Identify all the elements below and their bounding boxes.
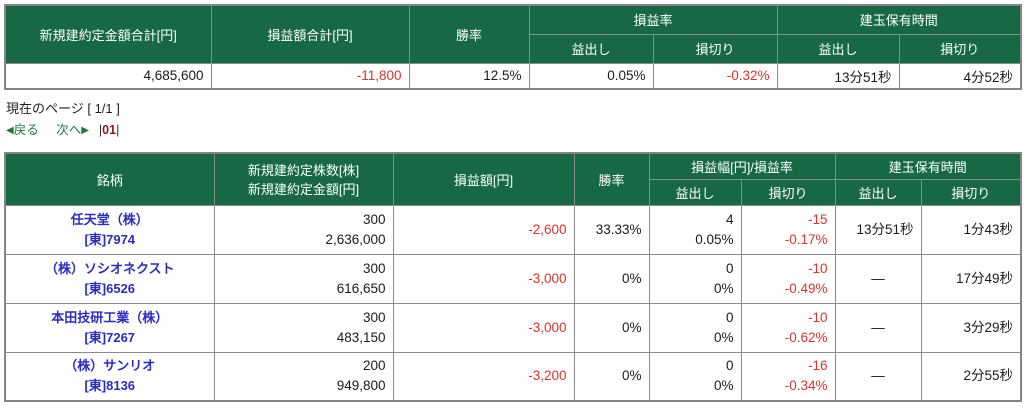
symbol-code-link: [東]7974 — [84, 231, 136, 247]
cell-loss-width-rate: -10 -0.49% — [740, 253, 836, 304]
cell-shares-amount: 300 483,150 — [213, 302, 394, 353]
symbol-code-link: [東]7267 — [84, 329, 136, 345]
cell-profit-width-rate: 0 0% — [648, 302, 742, 353]
header-detail-loss-cut: 損切り — [740, 178, 836, 206]
header-holding-time-group: 建玉保有時間 — [776, 4, 1022, 35]
summary-table: 新規建約定金額合計[円] 損益額合計[円] 勝率 損益率 建玉保有時間 益出し … — [4, 4, 1023, 90]
page-number[interactable]: 01 — [102, 123, 117, 137]
cell-shares-amount: 300 616,650 — [213, 253, 394, 304]
symbol-code-link: [東]6526 — [84, 280, 136, 296]
cell-symbol[interactable]: 任天堂（株） [東]7974 — [4, 204, 215, 255]
header-symbol: 銘柄 — [4, 152, 215, 206]
header-detail-time-profit: 益出し — [834, 178, 922, 206]
value-pl-rate-loss: -0.32% — [652, 62, 778, 90]
cell-time-profit: ― — [834, 351, 922, 402]
cell-time-profit: ― — [834, 253, 922, 304]
symbol-name-link: 任天堂（株） — [70, 211, 149, 227]
page-pipe-right: | — [116, 123, 120, 137]
cell-symbol[interactable]: （株）ソシオネクスト [東]6526 — [4, 253, 215, 304]
cell-shares-amount: 300 2,636,000 — [213, 204, 394, 255]
value-pl-rate-profit: 0.05% — [528, 62, 654, 90]
header-pl-amount: 損益額[円] — [392, 152, 575, 206]
cell-loss-width-rate: -15 -0.17% — [740, 204, 836, 255]
pagination-nav: ◀戻る 次へ▶ |01| — [6, 119, 1020, 137]
cell-pl: -3,000 — [392, 302, 575, 353]
cell-win-rate: 0% — [573, 302, 650, 353]
symbol-code-link: [東]8136 — [84, 378, 136, 394]
table-row: （株）ソシオネクスト [東]6526 300 616,650 -3,000 0%… — [4, 253, 1022, 304]
cell-win-rate: 0% — [573, 253, 650, 304]
cell-pl: -2,600 — [392, 204, 575, 255]
cell-time-loss: 1分43秒 — [920, 204, 1022, 255]
value-time-loss: 4分52秒 — [898, 62, 1022, 90]
value-total-new-amount: 4,685,600 — [4, 62, 212, 90]
summary-row: 4,685,600 -11,800 12.5% 0.05% -0.32% 13分… — [4, 62, 1022, 90]
symbol-name-link: （株）ソシオネクスト — [44, 260, 175, 276]
header-new-shares: 新規建約定株数[株] 新規建約定金額[円] — [213, 152, 394, 206]
cell-win-rate: 33.33% — [573, 204, 650, 255]
header-pl-width-rate-group: 損益幅[円]/損益率 — [648, 152, 836, 180]
cell-pl: -3,000 — [392, 253, 575, 304]
cell-loss-width-rate: -10 -0.62% — [740, 302, 836, 353]
header-pl-rate-profit: 益出し — [528, 33, 654, 64]
cell-profit-width-rate: 4 0.05% — [648, 204, 742, 255]
table-row: 本田技研工業（株） [東]7267 300 483,150 -3,000 0% … — [4, 302, 1022, 353]
value-time-profit: 13分51秒 — [776, 62, 900, 90]
cell-profit-width-rate: 0 0% — [648, 351, 742, 402]
back-link[interactable]: ◀戻る — [6, 123, 39, 137]
header-time-loss: 損切り — [898, 33, 1022, 64]
back-arrow-icon: ◀ — [6, 125, 14, 136]
cell-time-profit: ― — [834, 302, 922, 353]
cell-shares-amount: 200 949,800 — [213, 351, 394, 402]
cell-symbol[interactable]: （株）サンリオ [東]8136 — [4, 351, 215, 402]
cell-time-loss: 17分49秒 — [920, 253, 1022, 304]
detail-table: 銘柄 新規建約定株数[株] 新規建約定金額[円] 損益額[円] 勝率 損益幅[円… — [4, 152, 1023, 402]
table-row: 任天堂（株） [東]7974 300 2,636,000 -2,600 33.3… — [4, 204, 1022, 255]
cell-symbol[interactable]: 本田技研工業（株） [東]7267 — [4, 302, 215, 353]
header-detail-profit-take: 益出し — [648, 178, 742, 206]
detail-table-body: 任天堂（株） [東]7974 300 2,636,000 -2,600 33.3… — [4, 204, 1022, 402]
symbol-name-link: （株）サンリオ — [64, 358, 156, 374]
cell-time-profit: 13分51秒 — [834, 204, 922, 255]
current-page-label: 現在のページ [ 1/1 ] — [6, 101, 120, 116]
cell-loss-width-rate: -16 -0.34% — [740, 351, 836, 402]
next-link[interactable]: 次へ▶ — [56, 123, 89, 137]
symbol-name-link: 本田技研工業（株） — [51, 309, 169, 325]
header-detail-holding-time-group: 建玉保有時間 — [834, 152, 1022, 180]
cell-time-loss: 2分55秒 — [920, 351, 1022, 402]
table-row: （株）サンリオ [東]8136 200 949,800 -3,200 0% 0 … — [4, 351, 1022, 402]
header-pl-rate-loss: 損切り — [652, 33, 778, 64]
cell-time-loss: 3分29秒 — [920, 302, 1022, 353]
header-detail-win-rate: 勝率 — [573, 152, 650, 206]
page: 新規建約定金額合計[円] 損益額合計[円] 勝率 損益率 建玉保有時間 益出し … — [4, 4, 1023, 402]
page-pipe-left: | — [98, 123, 103, 137]
header-time-profit: 益出し — [776, 33, 900, 64]
cell-win-rate: 0% — [573, 351, 650, 402]
cell-pl: -3,200 — [392, 351, 575, 402]
header-total-new-amount: 新規建約定金額合計[円] — [4, 4, 212, 64]
value-total-pl: -11,800 — [210, 62, 410, 90]
header-win-rate: 勝率 — [408, 4, 530, 64]
header-total-pl: 損益額合計[円] — [210, 4, 410, 64]
next-arrow-icon: ▶ — [81, 125, 89, 136]
value-win-rate: 12.5% — [408, 62, 530, 90]
cell-profit-width-rate: 0 0% — [648, 253, 742, 304]
header-detail-time-loss: 損切り — [920, 178, 1022, 206]
header-pl-rate-group: 損益率 — [528, 4, 778, 35]
